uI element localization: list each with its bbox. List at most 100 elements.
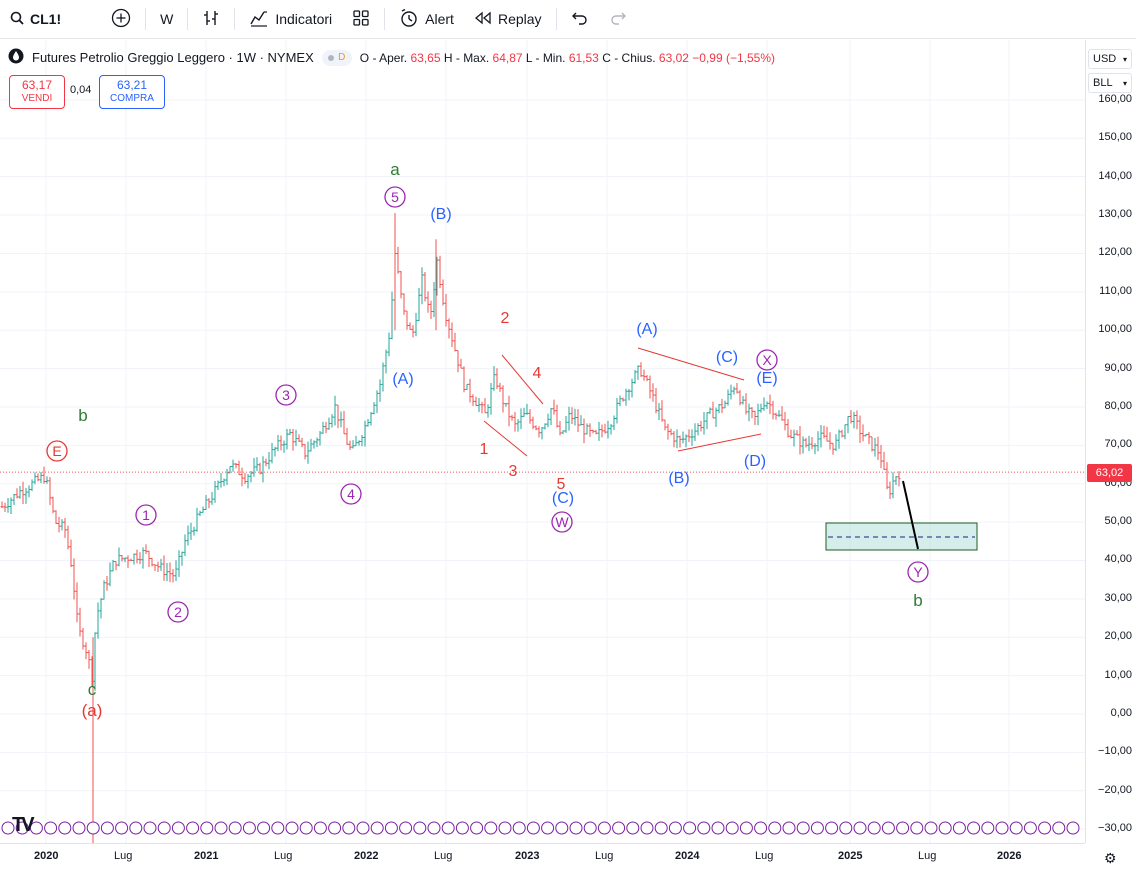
price-bar [648, 375, 652, 399]
price-tick-label: 20,00 [1104, 630, 1132, 643]
price-bar [96, 602, 100, 639]
price-bar [72, 558, 76, 600]
price-bar [618, 395, 622, 407]
price-axis[interactable] [1085, 40, 1136, 843]
chart-type-button[interactable] [192, 0, 230, 38]
event-marker [44, 821, 58, 835]
indicators-label: Indicatori [275, 11, 333, 27]
price-bar [828, 432, 832, 450]
sell-button[interactable]: 63,17 VENDI [9, 75, 65, 109]
price-bar [312, 440, 316, 449]
event-marker [129, 821, 143, 835]
indicators-button[interactable]: Indicatori [239, 0, 342, 38]
price-bar [30, 479, 34, 492]
price-bar [603, 423, 607, 434]
price-bar [93, 632, 97, 691]
price-bar [552, 399, 556, 415]
price-bar [480, 401, 484, 414]
price-bar [876, 436, 880, 460]
price-bar [540, 426, 544, 440]
time-tick-label: 2023 [515, 850, 540, 862]
price-bar [273, 446, 277, 457]
price-bar [489, 383, 493, 415]
price-bar [522, 407, 526, 417]
price-bar [432, 281, 436, 317]
price-bar [810, 436, 814, 450]
price-bar [81, 627, 85, 650]
tradingview-logo[interactable]: TV [12, 814, 34, 836]
price-bar [747, 403, 751, 422]
price-bar [711, 401, 715, 419]
wave-annotations: a b c b (a) E 2 4 1 3 5 5 3 1 2 4 W X Y (B) (A) (A) (C) (E) (D) (… [0, 160, 1085, 835]
high-label: H - Max. [443, 50, 490, 65]
price-bar [327, 417, 331, 430]
event-marker [555, 821, 569, 835]
chart-canvas[interactable]: a b c b (a) E 2 4 1 3 5 5 3 1 2 4 W X Y (B) (A) (A) (C) (E) (D) (… [0, 40, 1085, 843]
market-status-badge[interactable]: D [321, 49, 352, 66]
price-bar [492, 366, 496, 391]
price-bar [864, 433, 868, 437]
price-bar [780, 406, 784, 421]
price-bar [486, 404, 490, 418]
price-bar [861, 424, 865, 442]
price-bar [66, 525, 70, 550]
event-marker [1038, 821, 1052, 835]
unit-select[interactable]: BLL ▾ [1088, 73, 1132, 93]
price-bar [696, 423, 700, 436]
price-bar [873, 437, 877, 457]
price-bar [612, 415, 616, 431]
interval-label: W [160, 11, 174, 27]
price-tick-label: 120,00 [1098, 246, 1132, 259]
event-marker [569, 821, 583, 835]
event-marker [100, 821, 114, 835]
interval-button[interactable]: W [150, 0, 183, 38]
price-bar [411, 325, 415, 338]
buy-button[interactable]: 63,21 COMPRA [99, 75, 165, 109]
price-bar [258, 462, 262, 475]
price-bar [756, 403, 760, 426]
event-marker [15, 821, 29, 835]
alert-button[interactable]: Alert [389, 0, 464, 38]
undo-button[interactable] [561, 0, 599, 38]
event-marker [413, 821, 427, 835]
replay-label: Replay [497, 11, 542, 27]
redo-button[interactable] [599, 0, 637, 38]
price-bar [750, 407, 754, 419]
indicators-icon [249, 9, 269, 30]
wave-label-Y: Y [913, 564, 923, 580]
sell-price: 63,17 [21, 78, 53, 92]
event-marker [952, 821, 966, 835]
price-bar [753, 410, 757, 425]
currency-select[interactable]: USD ▾ [1088, 49, 1132, 69]
symbol-search[interactable]: CL1! [0, 0, 71, 38]
layouts-button[interactable] [342, 0, 380, 38]
price-bar [507, 395, 511, 427]
price-bar [324, 421, 328, 434]
price-bar [216, 480, 220, 491]
high-value: 64,87 [492, 50, 523, 65]
event-marker [115, 821, 129, 835]
separator [384, 8, 386, 30]
price-bar [702, 412, 706, 435]
price-bar [42, 466, 46, 484]
price-bar [27, 485, 31, 498]
replay-button[interactable]: Replay [464, 0, 552, 38]
event-marker [484, 821, 498, 835]
price-bar [642, 369, 646, 381]
event-marker [512, 821, 526, 835]
price-bar [576, 409, 580, 432]
compare-button[interactable] [101, 0, 141, 38]
price-bar [573, 408, 577, 426]
price-bar [441, 279, 445, 306]
event-marker [58, 821, 72, 835]
price-bar [852, 411, 856, 429]
wave-label-b-right: b [913, 591, 922, 610]
price-bar [171, 568, 175, 583]
separator [555, 8, 557, 30]
price-bar [198, 510, 202, 517]
event-marker [782, 821, 796, 835]
price-tick-label: 130,00 [1098, 208, 1132, 221]
gear-icon[interactable]: ⚙ [1104, 850, 1117, 866]
wave-label-C-bottom: (C) [552, 490, 574, 507]
time-axis[interactable] [0, 843, 1085, 870]
